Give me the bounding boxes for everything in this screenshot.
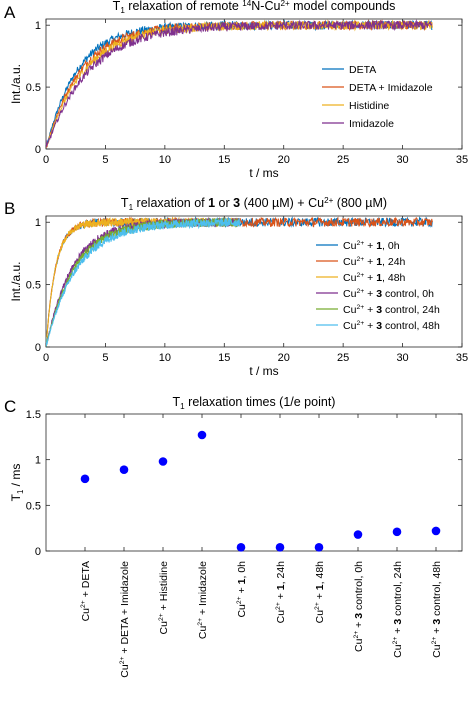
x-tick-label: 10 (159, 352, 171, 364)
data-point (197, 430, 207, 440)
x-tick-label: Cu2+ + DETA (80, 561, 92, 621)
x-tick-label: Cu2+ + 1, 48h (314, 561, 326, 624)
data-point (80, 474, 90, 484)
x-tick-label: 5 (102, 154, 108, 166)
y-tick-label: 1 (35, 217, 41, 229)
panel-label: B (4, 199, 15, 218)
plot-frame (45, 215, 463, 348)
x-tick-label: Cu2+ + 3 control, 24h (392, 561, 404, 658)
y-axis-label: Int./a.u. (9, 261, 23, 301)
y-tick-label: 1 (35, 20, 41, 32)
legend-label: Cu2+ + 3 control, 48h (343, 320, 440, 332)
data-point (314, 543, 324, 552)
chart-title: T1 relaxation times (1/e point) (173, 395, 336, 411)
x-axis-label: t / ms (249, 166, 278, 180)
y-tick-label: 0 (35, 144, 41, 156)
x-tick-label: Cu2+ + Imidazole (197, 561, 209, 639)
x-tick-label: 20 (278, 154, 290, 166)
data-point (236, 543, 246, 552)
legend-label: Cu2+ + 1, 48h (343, 272, 406, 284)
x-tick-label: Cu2+ + 1, 24h (275, 561, 287, 624)
legend-label: Imidazole (349, 118, 394, 130)
x-axis-label: t / ms (249, 364, 278, 378)
x-tick-label: Cu2+ + Histidine (158, 561, 170, 635)
y-tick-label: 1.5 (26, 409, 41, 421)
data-point (431, 526, 441, 536)
data-point (119, 465, 129, 475)
y-tick-label: 0 (35, 342, 41, 354)
x-tick-label: Cu2+ + 3 control, 48h (431, 561, 443, 658)
series-line-2 (46, 216, 241, 344)
x-tick-label: 35 (456, 352, 468, 364)
legend-label: Cu2+ + 1, 24h (343, 256, 406, 268)
x-tick-label: 15 (218, 352, 230, 364)
legend: Cu2+ + 1, 0h Cu2+ + 1, 24h Cu2+ + 1, 48h Cu… (312, 236, 458, 338)
x-tick-label: 25 (337, 352, 349, 364)
x-tick-label: Cu2+ + 1, 0h (236, 561, 248, 618)
data-point (158, 457, 168, 466)
y-tick-label: 0.5 (26, 82, 41, 94)
y-tick-label: 0.5 (26, 500, 41, 512)
y-axis-label: T1 / ms (9, 464, 25, 502)
y-tick-label: 1 (35, 455, 41, 467)
panel-label: C (4, 397, 16, 416)
plot-frame (45, 18, 463, 150)
x-tick-label: 5 (102, 352, 108, 364)
x-tick-label: 0 (43, 352, 49, 364)
x-tick-label: 30 (396, 154, 408, 166)
x-tick-label: Cu2+ + DETA + Imidazole (119, 561, 131, 678)
panel-label: A (4, 3, 16, 22)
data-point (353, 530, 363, 539)
y-axis-label: Int./a.u. (9, 64, 23, 104)
panel-C: C T1 relaxation times (1/e point) 0 0.5 1 1.5… (4, 395, 463, 678)
legend-label: DETA (349, 64, 376, 76)
x-tick-label: 10 (159, 154, 171, 166)
y-tick-label: 0 (35, 546, 41, 558)
series-line-4 (46, 216, 241, 347)
series-line-3 (46, 217, 240, 345)
y-tick-label: 0.5 (26, 280, 41, 292)
panel-A: A T1 relaxation of remote 14N-Cu2+ model … (4, 0, 468, 180)
x-tick-label: Cu2+ + 3 control, 0h (353, 561, 365, 652)
panel-B: B T1 relaxation of 1 or 3 (400 µM) + Cu2+… (4, 196, 468, 378)
data-point (392, 527, 402, 537)
x-tick-label: 30 (396, 352, 408, 364)
legend-label: Cu2+ + 1, 0h (343, 240, 400, 252)
x-tick-label: 25 (337, 154, 349, 166)
data-point (275, 543, 285, 552)
chart-title: T1 relaxation of remote 14N-Cu2+ model c… (113, 0, 396, 15)
series-line-3 (46, 19, 433, 147)
x-tick-label: 20 (278, 352, 290, 364)
legend-box (318, 60, 458, 138)
x-tick-label: 15 (218, 154, 230, 166)
legend-label: Cu2+ + 3 control, 0h (343, 288, 434, 300)
x-tick-label: 35 (456, 154, 468, 166)
legend-label: Cu2+ + 3 control, 24h (343, 304, 440, 316)
legend: DETA DETA + Imidazole Histidine Imidazole (318, 60, 458, 138)
legend-label: Histidine (349, 100, 389, 112)
legend-box (312, 236, 458, 338)
plot-frame (45, 413, 463, 552)
legend-label: DETA + Imidazole (349, 82, 433, 94)
chart-title: T1 relaxation of 1 or 3 (400 µM) + Cu2+ … (121, 196, 387, 212)
x-tick-label: 0 (43, 154, 49, 166)
series-line-5 (46, 217, 241, 347)
